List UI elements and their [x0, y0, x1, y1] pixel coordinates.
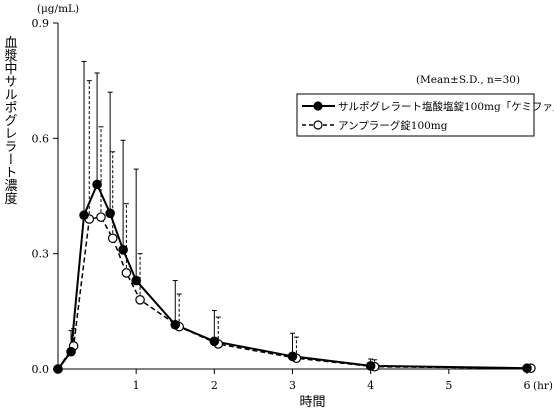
- legend-box: [296, 93, 535, 137]
- series-line-dashed: [57, 216, 531, 370]
- series-line-solid: [57, 182, 528, 370]
- legend-label: サルポグレラート塩酸塩錠100mg「ケミファ」: [338, 100, 554, 113]
- data-point-filled: [92, 179, 102, 190]
- axes: 0.0 0.3 0.6 0.9 1 2 3 4 5 6: [32, 17, 531, 392]
- series-lines: [57, 182, 531, 370]
- data-point-open: [107, 233, 118, 244]
- chart-labels: (μg/mL) (hr) 時間 (Mean±S.D., n=30) 血漿中サルポグレラー…: [2, 3, 553, 410]
- data-point-filled: [170, 319, 181, 330]
- x-axis-title: 時間: [299, 395, 325, 410]
- data-point-filled: [118, 245, 128, 255]
- y-axis-title: 血漿中サルポグレラート濃度: [2, 36, 18, 205]
- data-point-filled: [66, 346, 76, 357]
- data-point-filled: [79, 210, 89, 221]
- y-tick-label: 0.9: [32, 17, 50, 30]
- x-tick-label: 4: [367, 379, 374, 392]
- data-point-filled: [287, 351, 298, 362]
- data-point-filled: [53, 364, 63, 374]
- x-tick-label: 5: [445, 379, 452, 392]
- x-tick-label: 1: [133, 379, 140, 392]
- y-axis-unit: (μg/mL): [37, 3, 79, 15]
- legend-label: アンプラーグ錠100mg: [338, 119, 448, 132]
- y-tick-label: 0.0: [32, 363, 50, 376]
- legend: サルポグレラート塩酸塩錠100mg「ケミファ」アンプラーグ錠100mg: [296, 93, 554, 137]
- y-tick-label: 0.6: [32, 132, 50, 145]
- data-point-filled: [105, 208, 115, 219]
- data-point-filled: [209, 336, 220, 347]
- x-tick-label: 3: [289, 379, 296, 392]
- legend-marker: [313, 120, 323, 130]
- x-tick-label: 2: [211, 379, 218, 392]
- data-point-filled: [365, 361, 376, 371]
- data-point-filled: [522, 363, 532, 374]
- data-point-open: [96, 212, 106, 222]
- data-point-filled: [131, 275, 141, 286]
- series-points: [53, 179, 536, 374]
- stats-annotation: (Mean±S.D., n=30): [416, 74, 520, 86]
- x-axis-unit: (hr): [533, 380, 553, 392]
- x-tick-label: 6: [524, 379, 531, 392]
- data-point-open: [121, 268, 132, 278]
- legend-marker: [313, 101, 323, 111]
- y-tick-label: 0.3: [32, 248, 50, 261]
- data-point-open: [135, 294, 145, 305]
